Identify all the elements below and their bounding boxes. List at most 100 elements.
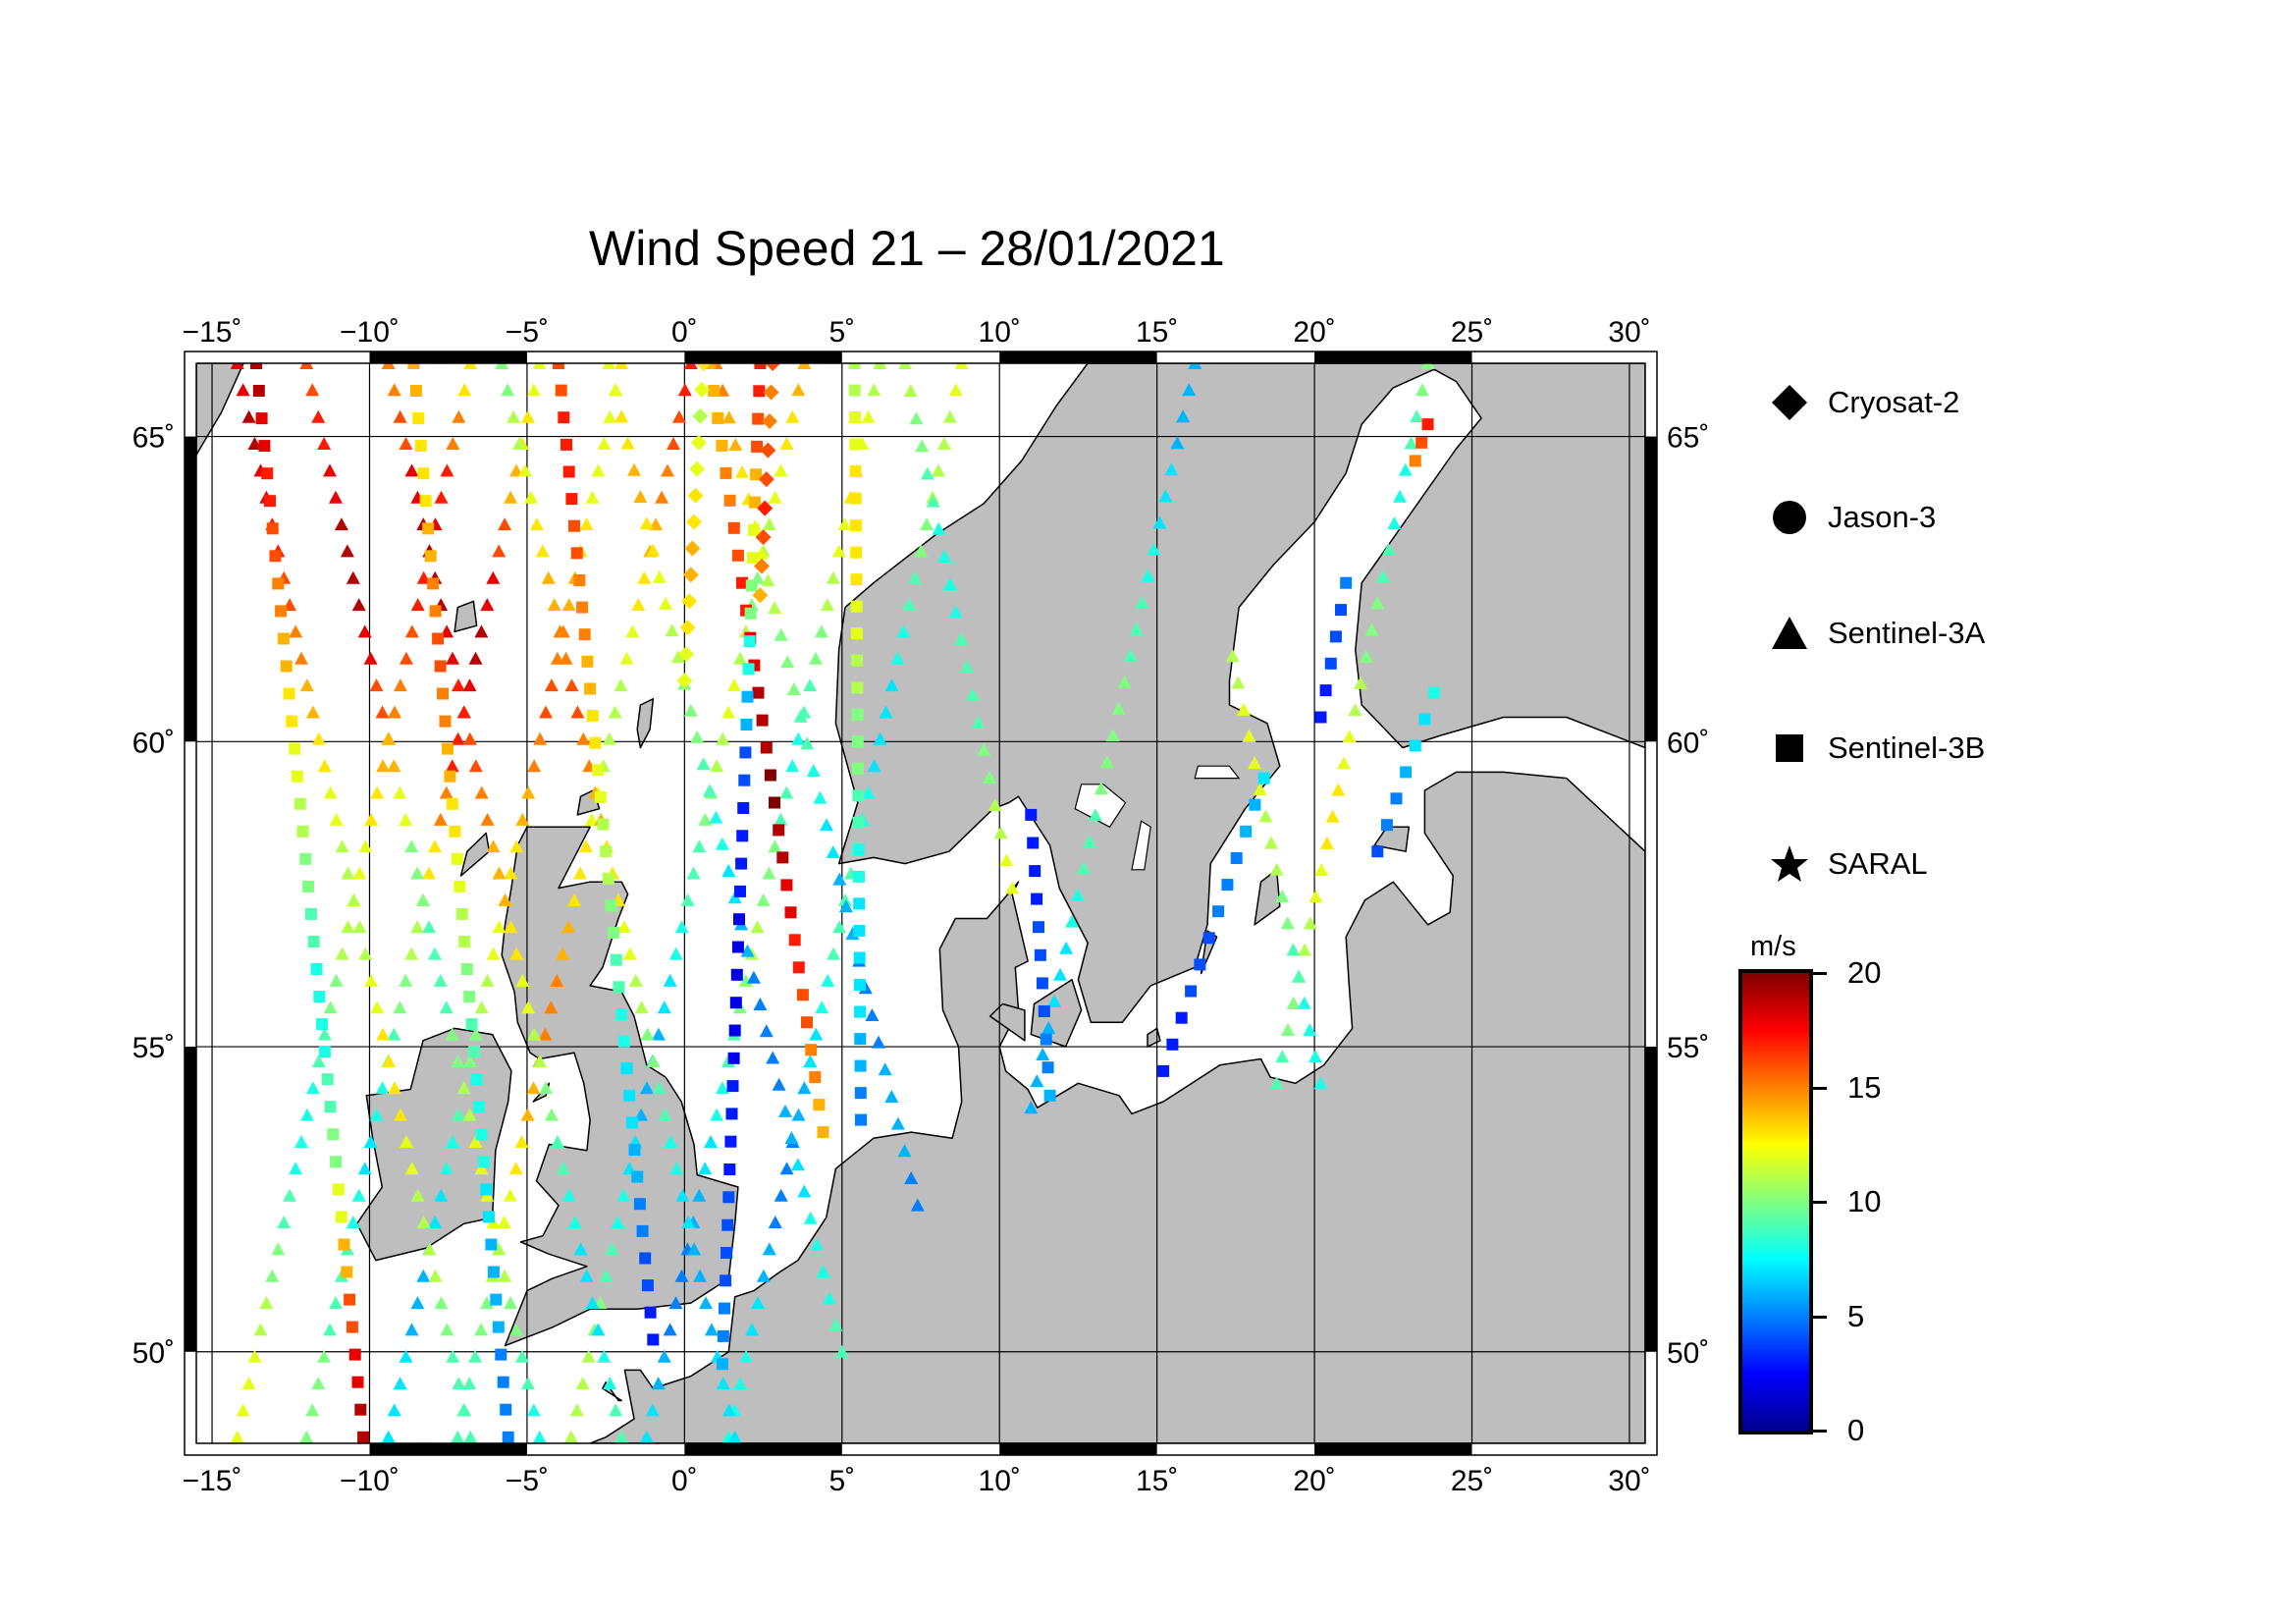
lon-tick-label-bottom: 10˚ — [979, 1465, 1021, 1497]
sentinel-3a-point — [410, 1296, 425, 1310]
sentinel-3a-point — [579, 1269, 594, 1282]
sentinel-3a-point — [410, 1188, 425, 1202]
sentinel-3b-point — [594, 790, 607, 803]
sentinel-3b-point — [742, 663, 755, 676]
sentinel-3a-point — [1082, 835, 1096, 848]
map-frame — [184, 351, 1658, 1456]
sentinel-3a-point — [388, 1081, 401, 1095]
lon-tick-label-top: 10˚ — [979, 316, 1021, 349]
sentinel-3b-point — [852, 762, 865, 775]
sentinel-3a-point — [902, 598, 917, 612]
sentinel-3a-point — [404, 839, 419, 853]
sentinel-3a-point — [334, 517, 348, 531]
sentinel-3b-point — [1202, 932, 1215, 945]
cryosat-2-point — [681, 593, 698, 610]
sentinel-3b-point — [1390, 792, 1403, 805]
sentinel-3a-point — [965, 687, 980, 701]
sentinel-3b-point — [717, 1329, 729, 1342]
sentinel-3b-point — [849, 492, 862, 505]
sentinel-3b-point — [852, 789, 865, 802]
sentinel-3a-point — [668, 947, 683, 960]
sentinel-3b-point — [644, 1306, 657, 1319]
cryosat-2-point — [755, 529, 772, 546]
sentinel-3a-point — [710, 1108, 724, 1121]
lon-tick-label-top: 25˚ — [1451, 316, 1493, 349]
sentinel-3a-point — [1088, 808, 1102, 822]
sentinel-3a-point — [669, 1162, 684, 1175]
sentinel-3a-point — [619, 651, 634, 665]
sentinel-3a-point — [1225, 649, 1240, 663]
land-iceland — [196, 363, 244, 456]
sentinel-3b-point — [708, 385, 721, 397]
sentinel-3a-point — [779, 437, 794, 450]
sentinel-3a-point — [733, 651, 747, 665]
sentinel-3a-point — [468, 651, 483, 665]
sentinel-3a-point — [564, 678, 579, 692]
sentinel-3b-point — [255, 412, 268, 425]
sentinel-3b-point — [733, 913, 745, 926]
sentinel-3a-point — [399, 651, 413, 665]
sentinel-3a-point — [440, 463, 454, 477]
sentinel-3a-point — [637, 570, 652, 584]
lon-tick-label-top: −5˚ — [506, 316, 549, 349]
sentinel-3a-point — [800, 736, 815, 750]
sentinel-3b-point — [586, 710, 599, 723]
sentinel-3a-point — [393, 678, 407, 692]
sentinel-3b-point — [1324, 657, 1337, 670]
sentinel-3a-point — [657, 1001, 671, 1014]
sentinel-3a-point — [323, 1001, 338, 1014]
sentinel-3a-point — [756, 1269, 771, 1282]
sentinel-3a-point — [550, 973, 564, 987]
sentinel-3a-point — [512, 437, 527, 450]
sentinel-3b-point — [294, 797, 306, 810]
sentinel-3a-point — [404, 624, 419, 638]
sentinel-3b-point — [647, 1333, 660, 1346]
sentinel-3a-point — [440, 1323, 454, 1336]
sentinel-3a-point — [686, 866, 701, 880]
sentinel-3a-point — [375, 705, 390, 719]
sentinel-3a-point — [503, 1188, 517, 1202]
sentinel-3b-point — [266, 522, 279, 535]
sentinel-3a-point — [504, 866, 518, 880]
sentinel-3a-point — [908, 570, 923, 584]
sentinel-3b-point — [747, 523, 760, 536]
sentinel-3a-point — [468, 1349, 483, 1363]
cryosat-2-point — [752, 587, 769, 604]
sentinel-3b-point — [854, 1087, 867, 1100]
sentinel-3a-point — [1248, 756, 1262, 770]
sentinel-3b-point — [341, 1266, 353, 1278]
sentinel-3a-point — [954, 363, 969, 369]
sentinel-3b-point — [427, 577, 440, 590]
sentinel-3b-point — [852, 843, 865, 856]
sentinel-3a-point — [652, 1081, 667, 1095]
sentinel-3a-point — [535, 544, 550, 558]
sentinel-3a-point — [1286, 996, 1301, 1009]
sentinel-3b-point — [773, 824, 785, 837]
sentinel-3b-point — [613, 981, 625, 994]
sentinel-3a-point — [768, 601, 782, 614]
sentinel-3a-point — [1264, 836, 1278, 849]
sentinel-3a-point — [567, 1216, 582, 1228]
sentinel-3a-point — [553, 624, 567, 638]
colorbar-unit: m/s — [1750, 931, 1796, 962]
sentinel-3a-point — [1253, 783, 1267, 796]
sentinel-3a-point — [576, 731, 591, 745]
sentinel-3a-point — [439, 785, 454, 799]
sentinel-3b-point — [417, 467, 430, 480]
sentinel-3a-point — [433, 973, 448, 987]
sentinel-3a-point — [305, 1403, 320, 1417]
sentinel-3a-point — [462, 1377, 477, 1390]
sentinel-3a-point — [914, 544, 929, 558]
sentinel-3a-point — [1152, 515, 1167, 529]
sentinel-3a-point — [480, 1296, 494, 1310]
sentinel-3a-point — [932, 521, 946, 535]
sentinel-3a-point — [838, 899, 853, 913]
sentinel-3a-point — [323, 785, 338, 799]
sentinel-3a-point — [832, 872, 847, 886]
sentinel-3a-point — [1275, 890, 1290, 902]
sentinel-3a-point — [434, 1188, 449, 1202]
sentinel-3b-point — [573, 574, 586, 586]
sentinel-3b-point — [736, 830, 749, 842]
sentinel-3a-point — [837, 517, 852, 531]
